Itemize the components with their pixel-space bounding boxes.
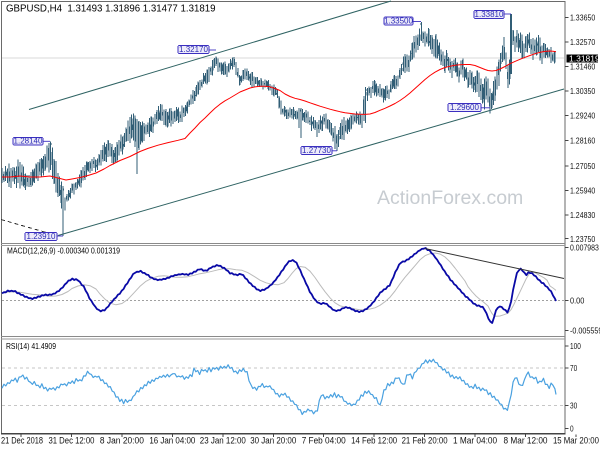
- svg-text:21 Feb 20:00: 21 Feb 20:00: [402, 436, 448, 446]
- svg-text:7 Feb 04:00: 7 Feb 04:00: [302, 436, 346, 446]
- svg-text:0.007983: 0.007983: [570, 243, 599, 253]
- svg-text:1.30350: 1.30350: [570, 86, 595, 96]
- svg-text:15 Mar 20:00: 15 Mar 20:00: [553, 436, 599, 446]
- svg-text:0.00: 0.00: [570, 296, 585, 306]
- svg-text:70: 70: [570, 363, 577, 373]
- svg-text:1.28160: 1.28160: [570, 136, 595, 146]
- svg-text:1.33500: 1.33500: [384, 17, 413, 26]
- svg-text:8 Mar 12:00: 8 Mar 12:00: [504, 436, 548, 446]
- svg-text:30: 30: [570, 401, 577, 411]
- svg-text:1.27730: 1.27730: [302, 146, 331, 155]
- svg-text:1.29240: 1.29240: [570, 111, 595, 121]
- svg-text:0: 0: [570, 424, 574, 434]
- svg-text:MACD(12,26,9) -0.000340 0.0013: MACD(12,26,9) -0.000340 0.001319: [7, 246, 120, 256]
- svg-text:14 Feb 12:00: 14 Feb 12:00: [351, 436, 397, 446]
- svg-text:100: 100: [570, 341, 581, 351]
- svg-text:8 Jan 20:00: 8 Jan 20:00: [100, 436, 144, 446]
- svg-text:1.33810: 1.33810: [475, 10, 504, 19]
- svg-text:30 Jan 20:00: 30 Jan 20:00: [250, 436, 296, 446]
- svg-text:GBPUSD,H4 1.31493 1.31896 1.3: GBPUSD,H4 1.31493 1.31896 1.31477 1.3181…: [6, 4, 216, 15]
- svg-text:1.32570: 1.32570: [570, 37, 595, 47]
- svg-text:1.29600: 1.29600: [450, 103, 479, 112]
- svg-text:16 Jan 04:00: 16 Jan 04:00: [149, 436, 195, 446]
- svg-text:-0.005559: -0.005559: [570, 326, 600, 336]
- svg-text:1.32170: 1.32170: [179, 45, 208, 54]
- svg-text:21 Dec 2018: 21 Dec 2018: [1, 436, 43, 446]
- svg-text:31 Dec 12:00: 31 Dec 12:00: [48, 436, 94, 446]
- svg-text:1.31819: 1.31819: [569, 53, 600, 63]
- svg-text:1 Mar 04:00: 1 Mar 04:00: [453, 436, 497, 446]
- svg-text:ActionForex.com: ActionForex.com: [377, 187, 523, 209]
- svg-text:1.28140: 1.28140: [14, 137, 43, 146]
- svg-text:1.23750: 1.23750: [570, 234, 595, 244]
- svg-text:1.33650: 1.33650: [570, 13, 595, 23]
- svg-text:1.25940: 1.25940: [570, 186, 595, 196]
- svg-text:23 Jan 12:00: 23 Jan 12:00: [200, 436, 246, 446]
- svg-text:1.24830: 1.24830: [570, 210, 595, 220]
- svg-text:1.31460: 1.31460: [570, 62, 595, 72]
- svg-text:1.27050: 1.27050: [570, 161, 595, 171]
- svg-text:1.23910: 1.23910: [27, 232, 56, 241]
- svg-text:RSI(14) 41.4909: RSI(14) 41.4909: [6, 341, 56, 351]
